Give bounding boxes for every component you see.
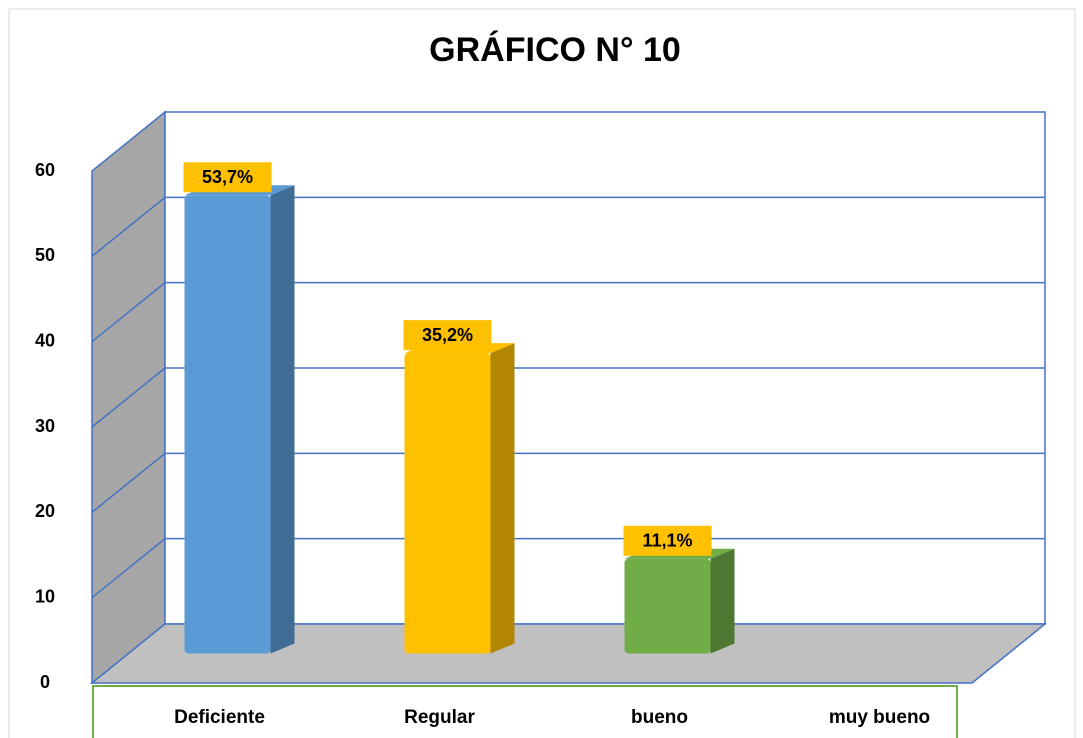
y-tick-label: 10 [35, 586, 55, 606]
bar-side [270, 185, 295, 654]
grid-line [91, 538, 166, 599]
bar-side-shade [490, 343, 515, 654]
grid-line [91, 452, 166, 513]
grid-line [91, 367, 166, 428]
y-tick-label: 40 [35, 330, 55, 350]
bar-side-shade [270, 185, 295, 654]
category-box [92, 685, 958, 738]
grid-line [91, 282, 166, 343]
x-tick-label: Regular [404, 707, 475, 728]
value-label-box [623, 525, 712, 556]
bar [184, 195, 271, 654]
bar-side-shade [710, 548, 735, 654]
bar [624, 558, 711, 654]
y-tick-label: 50 [35, 245, 55, 265]
floor [89, 623, 1048, 684]
grid-line [91, 196, 166, 257]
bar-side [490, 343, 515, 654]
x-tick-label: Deficiente [174, 707, 265, 728]
value-label-box [403, 320, 492, 351]
y-tick-label: 20 [35, 501, 55, 521]
y-tick-label: 30 [35, 416, 55, 436]
y-tick-label: 0 [40, 672, 50, 692]
value-label: 53,7% [202, 167, 253, 187]
value-label: 35,2% [422, 325, 473, 345]
x-tick-label: bueno [631, 707, 688, 728]
x-tick-label: muy bueno [829, 707, 930, 728]
bar [404, 353, 491, 654]
chart-title: GRÁFICO N° 10 [429, 31, 681, 69]
value-label: 11,1% [642, 531, 692, 551]
value-label-box [183, 162, 272, 193]
bar-side [710, 548, 735, 654]
y-tick-label: 60 [35, 160, 55, 180]
